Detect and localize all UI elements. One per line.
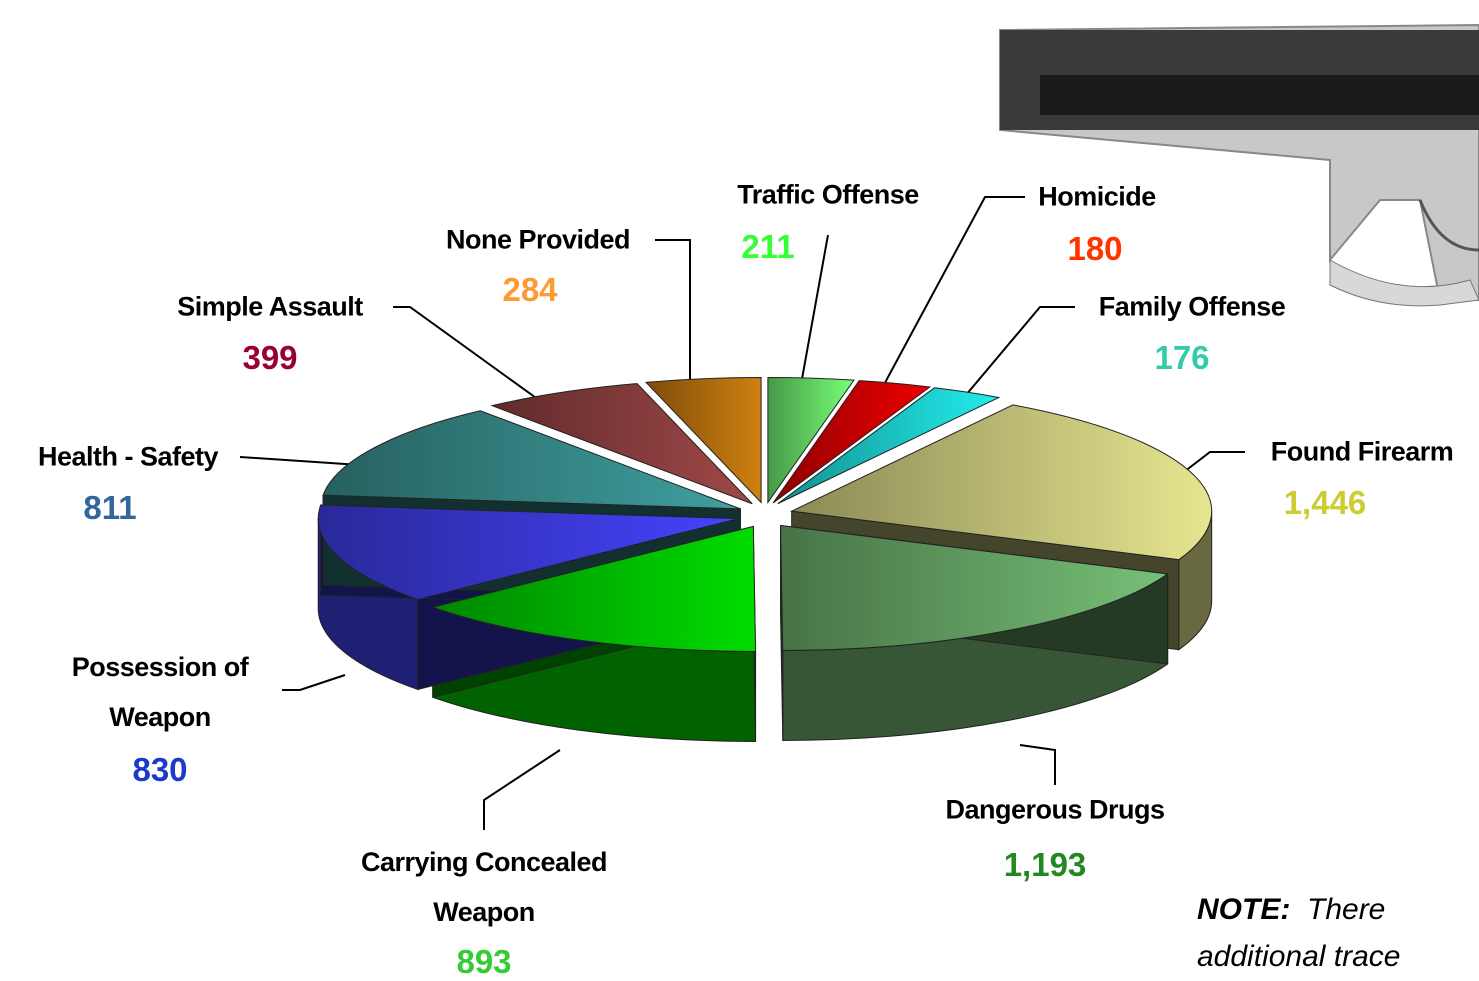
- value-label: 1,193: [1004, 846, 1087, 884]
- slice-label: Possession of Weapon: [35, 642, 285, 742]
- value-label: 180: [1067, 230, 1122, 268]
- page: {"chart_data": {"type": "pie", "categori…: [0, 0, 1479, 980]
- note-line: There: [1307, 893, 1385, 926]
- value-label: 399: [242, 339, 297, 377]
- slice-label: None Provided: [446, 225, 630, 256]
- slice-label: Family Offense: [1099, 292, 1286, 323]
- value-label: 176: [1154, 339, 1209, 377]
- slice-label: Found Firearm: [1271, 437, 1454, 468]
- slice-label: Dangerous Drugs: [945, 795, 1164, 826]
- note-label: NOTE:: [1197, 893, 1290, 926]
- value-label: 1,446: [1284, 484, 1367, 522]
- value-label: 811: [83, 489, 136, 527]
- slice-label: Traffic Offense: [737, 180, 919, 211]
- note-line: additional trace: [1197, 940, 1400, 974]
- slice-tops: [318, 377, 1211, 651]
- note: NOTE: There: [1197, 893, 1385, 927]
- value-label: 284: [502, 271, 557, 309]
- slice-label: Carrying Concealed Weapon: [319, 837, 649, 937]
- slice-label: Simple Assault: [177, 292, 363, 323]
- slice-label: Health - Safety: [38, 442, 218, 473]
- value-label: 893: [456, 943, 511, 981]
- value-label: 211: [741, 228, 794, 266]
- value-label: 830: [132, 751, 187, 789]
- slice-label: Homicide: [1038, 182, 1156, 213]
- chart: [0, 0, 1479, 980]
